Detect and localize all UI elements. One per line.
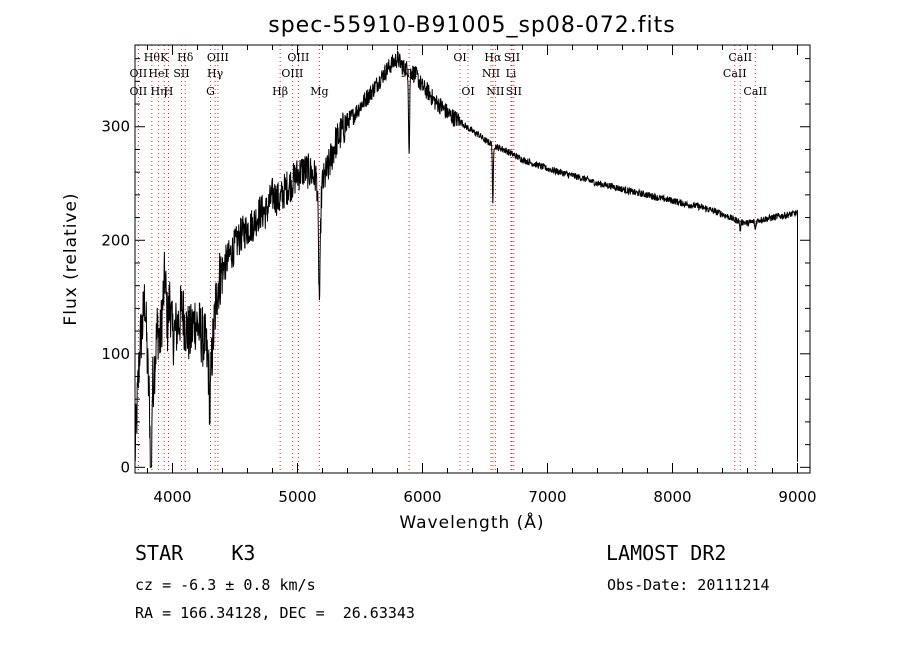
spectral-line-label: CaII <box>728 51 752 64</box>
spectral-line-label: Hδ <box>177 51 194 64</box>
spectral-line-label: Hη <box>151 85 167 98</box>
coordinates: RA = 166.34128, DEC = 26.63343 <box>135 604 415 622</box>
spectral-line-label: NII <box>486 85 504 98</box>
spectral-line-label: OII <box>130 67 148 80</box>
x-tick-label: 5000 <box>278 488 316 506</box>
spectral-line-label: SII <box>506 85 522 98</box>
spectral-line-label: SII <box>173 67 189 80</box>
y-axis-label: Flux (relative) <box>61 192 81 325</box>
survey-name: LAMOST DR2 <box>606 541 727 565</box>
x-axis-label: Wavelength (Å) <box>399 511 544 533</box>
x-tick-label: 7000 <box>528 488 566 506</box>
y-tick-label: 300 <box>101 118 130 136</box>
axis-ticks: 4000 5000 6000 7000 8000 9000 0 100 200 300 <box>101 45 817 506</box>
spectral-line-label: OI <box>461 85 474 98</box>
x-tick-label: 4000 <box>153 488 191 506</box>
spectral-line-label: H <box>164 85 174 98</box>
y-tick-label: 100 <box>101 345 130 363</box>
spectral-line-label: SII <box>504 51 520 64</box>
plot-frame <box>134 44 811 474</box>
spectrum-line <box>134 50 798 468</box>
spectral-line-label: OIII <box>281 67 303 80</box>
spectral-line-label: OI <box>453 51 466 64</box>
spectral-line-label: OIII <box>207 51 229 64</box>
x-tick-label: 6000 <box>403 488 441 506</box>
spectral-line-label: Hγ <box>207 67 224 80</box>
spectral-line-label: K <box>160 51 169 64</box>
spectral-line-label: Hβ <box>272 85 288 98</box>
x-tick-label: 9000 <box>778 488 816 506</box>
observation-date: Obs-Date: 20111214 <box>607 576 770 594</box>
spectral-line-label: OIII <box>287 51 309 64</box>
y-tick-label: 0 <box>120 458 130 476</box>
spectral-line-label: Li <box>506 67 517 80</box>
x-tick-label: 8000 <box>653 488 691 506</box>
spectral-line-label: HeI <box>148 67 168 80</box>
chart-title: spec-55910-B91005_sp08-072.fits <box>268 13 676 38</box>
spectral-line-markers: OII OII Hθ HeI Hη K H SII Hδ G Hγ OIII Hβ OIII OIII Mg N… <box>130 45 767 473</box>
object-class: STAR K3 <box>135 541 256 565</box>
spectral-line-label: CaII <box>743 85 767 98</box>
spectral-line-label: Hθ <box>144 51 161 64</box>
y-tick-label: 200 <box>101 231 130 249</box>
spectral-line-label: Hα <box>484 51 502 64</box>
spectral-line-label: G <box>206 85 215 98</box>
spectral-line-label: NII <box>482 67 500 80</box>
spectral-line-label: CaII <box>723 67 747 80</box>
redshift-velocity: cz = -6.3 ± 0.8 km/s <box>135 576 316 594</box>
spectral-line-label: OII <box>130 85 148 98</box>
spectral-line-label: Mg <box>310 85 328 98</box>
